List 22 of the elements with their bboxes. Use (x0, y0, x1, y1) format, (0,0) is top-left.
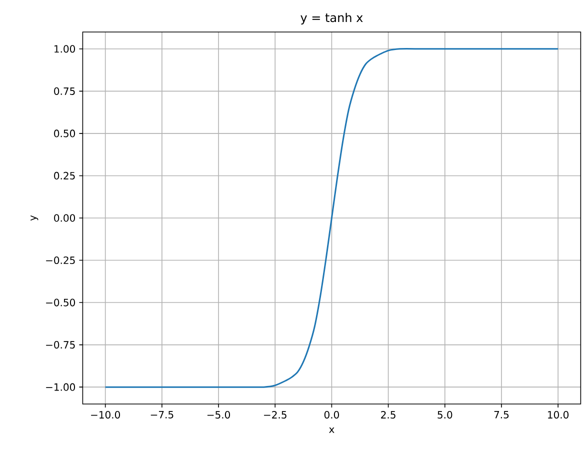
y-tick-label: −0.50 (46, 298, 76, 306)
x-tick-label: 5.0 (438, 411, 452, 419)
chart-title: y = tanh x (300, 12, 363, 24)
x-tick-label: 0.0 (324, 411, 339, 419)
y-tick-label: −0.75 (46, 341, 75, 349)
y-tick-label: −0.25 (46, 256, 75, 264)
x-axis-title: x (329, 427, 334, 433)
x-tick-label: −7.5 (150, 411, 174, 418)
x-tick-label: 10.0 (548, 411, 569, 419)
y-tick-label: −1.00 (46, 383, 76, 391)
y-tick-label: 0.75 (54, 87, 75, 95)
y-tick-label: 1.00 (54, 45, 76, 53)
x-tick-label: 7.5 (494, 411, 509, 418)
y-tick-label: 0.00 (54, 214, 76, 222)
x-tick-label: −5.0 (207, 411, 230, 419)
x-tick-label: −10.0 (91, 411, 120, 419)
y-tick-label: 0.25 (54, 172, 75, 180)
y-tick-label: 0.50 (54, 130, 76, 138)
y-axis-title: y (30, 215, 38, 221)
x-tick-label: −2.5 (264, 411, 286, 419)
line-series (104, 48, 559, 388)
x-tick-label: 2.5 (381, 411, 396, 419)
